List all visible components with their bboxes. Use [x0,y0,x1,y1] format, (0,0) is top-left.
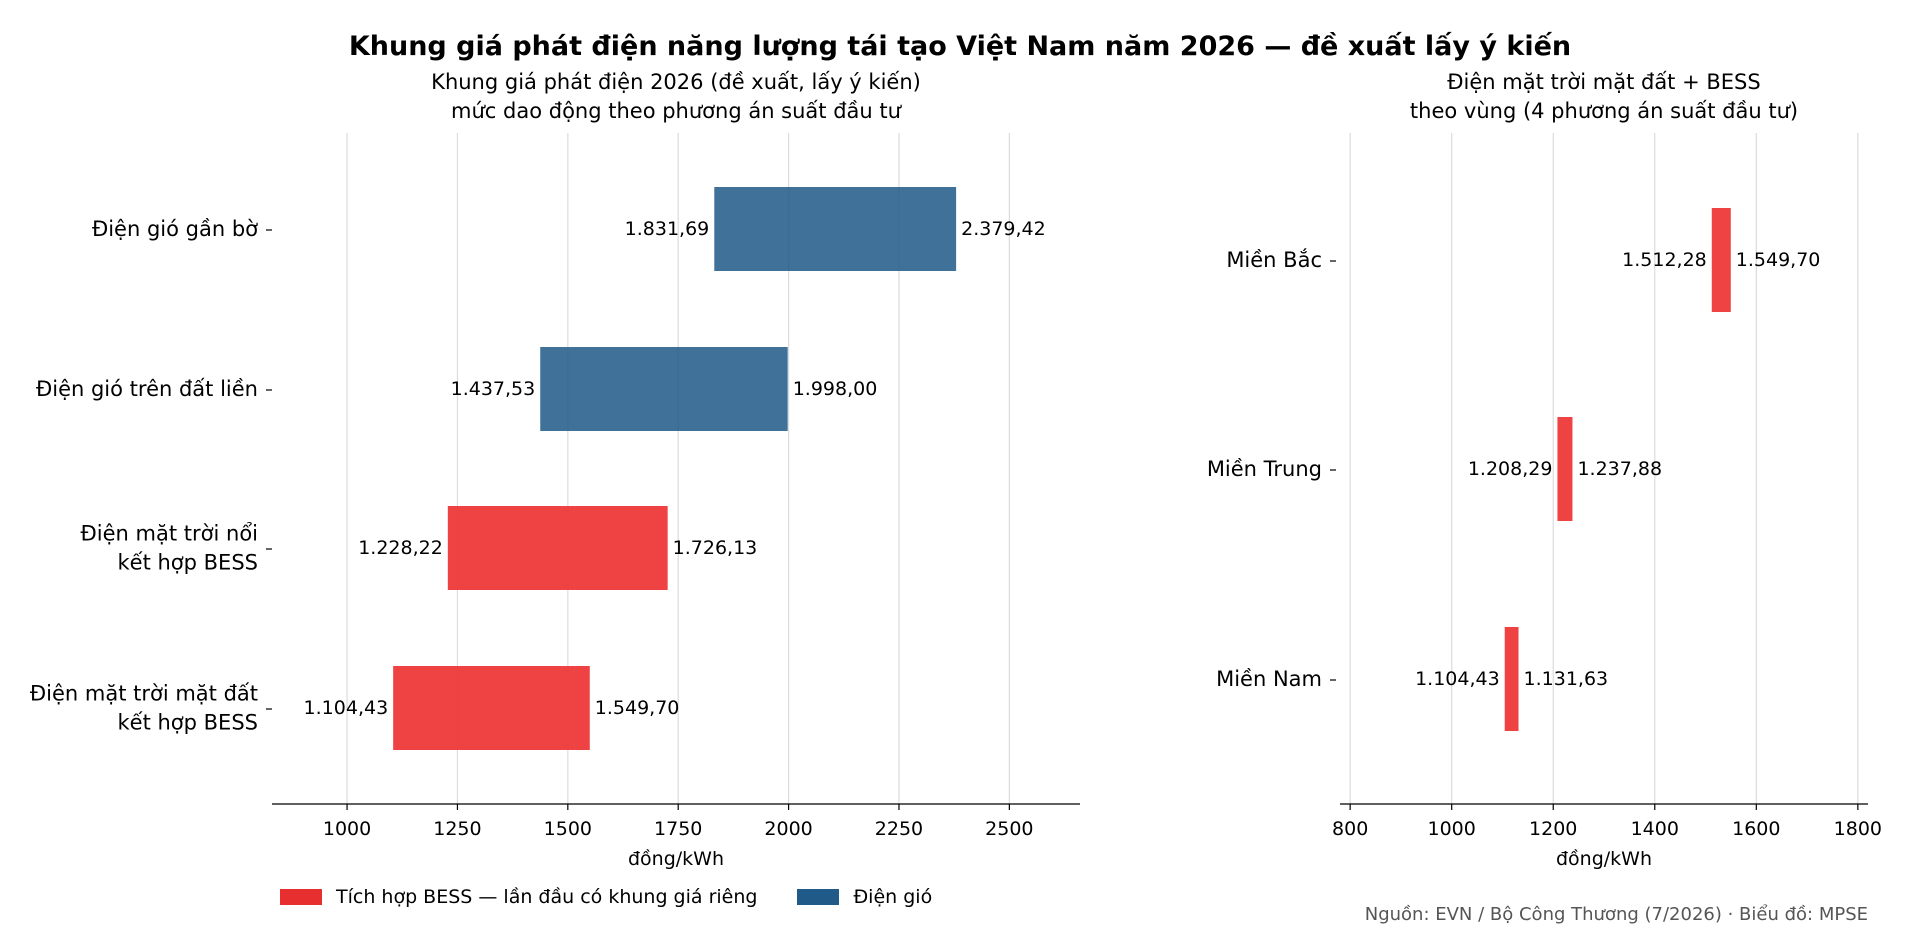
legend-item-bess: Tích hợp BESS — lần đầu có khung giá riê… [280,886,757,908]
range-bar [1711,208,1731,312]
x-tick-label: 1000 [1428,818,1476,840]
legend-swatch-wind [797,889,840,905]
range-bar [714,187,957,271]
x-axis-label: đồng/kWh [628,848,724,870]
x-tick-label: 1250 [433,818,481,840]
left-panel-subtitle: Khung giá phát điện 2026 (đề xuất, lấy ý… [272,68,1080,126]
range-bar [393,666,590,750]
data-label-low: 1.208,29 [1468,458,1553,480]
x-axis-label: đồng/kWh [1556,848,1652,870]
x-tick-label: 1750 [654,818,702,840]
x-tick-label: 1800 [1834,818,1882,840]
data-label-low: 1.104,43 [304,697,389,719]
chart-title: Khung giá phát điện năng lượng tái tạo V… [348,31,1572,62]
data-label-low: 1.831,69 [625,218,710,240]
x-tick-label: 2250 [875,818,923,840]
right-subtitle-line-1: Điện mặt trời mặt đất + BESS [1447,70,1761,94]
x-tick-label: 1000 [323,818,371,840]
range-bar [447,506,668,590]
y-category-label: Miền Nam [1216,667,1322,691]
x-tick-label: 1500 [544,818,592,840]
data-label-high: 1.549,70 [595,697,680,719]
y-category-label: Điện gió trên đất liền [36,377,258,401]
data-label-low: 1.228,22 [358,537,443,559]
y-category-label: Miền Trung [1207,457,1322,481]
source-note: Nguồn: EVN / Bộ Công Thương (7/2026) · B… [1364,904,1868,925]
x-tick-label: 1400 [1631,818,1679,840]
legend-item-wind: Điện gió [797,886,932,908]
x-tick-label: 1200 [1529,818,1577,840]
data-label-low: 1.437,53 [451,378,536,400]
data-label-high: 1.998,00 [793,378,878,400]
x-tick-label: 800 [1332,818,1368,840]
range-bar [1557,417,1573,521]
range-bar [1504,627,1519,731]
right-panel-subtitle: Điện mặt trời mặt đất + BESS theo vùng (… [1340,68,1868,126]
x-tick-label: 2500 [985,818,1033,840]
legend-label-wind: Điện gió [853,886,933,908]
data-label-high: 1.131,63 [1524,668,1609,690]
data-label-high: 1.549,70 [1736,249,1821,271]
left-subtitle-line-2: mức dao động theo phương án suất đầu tư [451,99,901,123]
y-category-label: Điện mặt trời nổi [81,522,258,546]
legend: Tích hợp BESS — lần đầu có khung giá riê… [280,886,972,908]
right-subtitle-line-2: theo vùng (4 phương án suất đầu tư) [1409,99,1799,123]
legend-label-bess: Tích hợp BESS — lần đầu có khung giá riê… [336,886,758,908]
legend-swatch-bess [280,889,322,905]
range-bar [540,347,788,431]
y-category-label: Điện gió gần bờ [92,217,258,241]
x-tick-label: 2000 [764,818,812,840]
y-category-label: kết hợp BESS [118,711,259,735]
data-label-high: 2.379,42 [961,218,1046,240]
data-label-low: 1.512,28 [1622,249,1707,271]
data-label-high: 1.237,88 [1577,458,1662,480]
x-tick-label: 1600 [1732,818,1780,840]
left-subtitle-line-1: Khung giá phát điện 2026 (đề xuất, lấy ý… [431,70,921,94]
data-label-high: 1.726,13 [673,537,758,559]
y-category-label: kết hợp BESS [118,551,259,575]
y-category-label: Điện mặt trời mặt đất [30,682,258,706]
data-label-low: 1.104,43 [1415,668,1500,690]
y-category-label: Miền Bắc [1226,248,1322,272]
